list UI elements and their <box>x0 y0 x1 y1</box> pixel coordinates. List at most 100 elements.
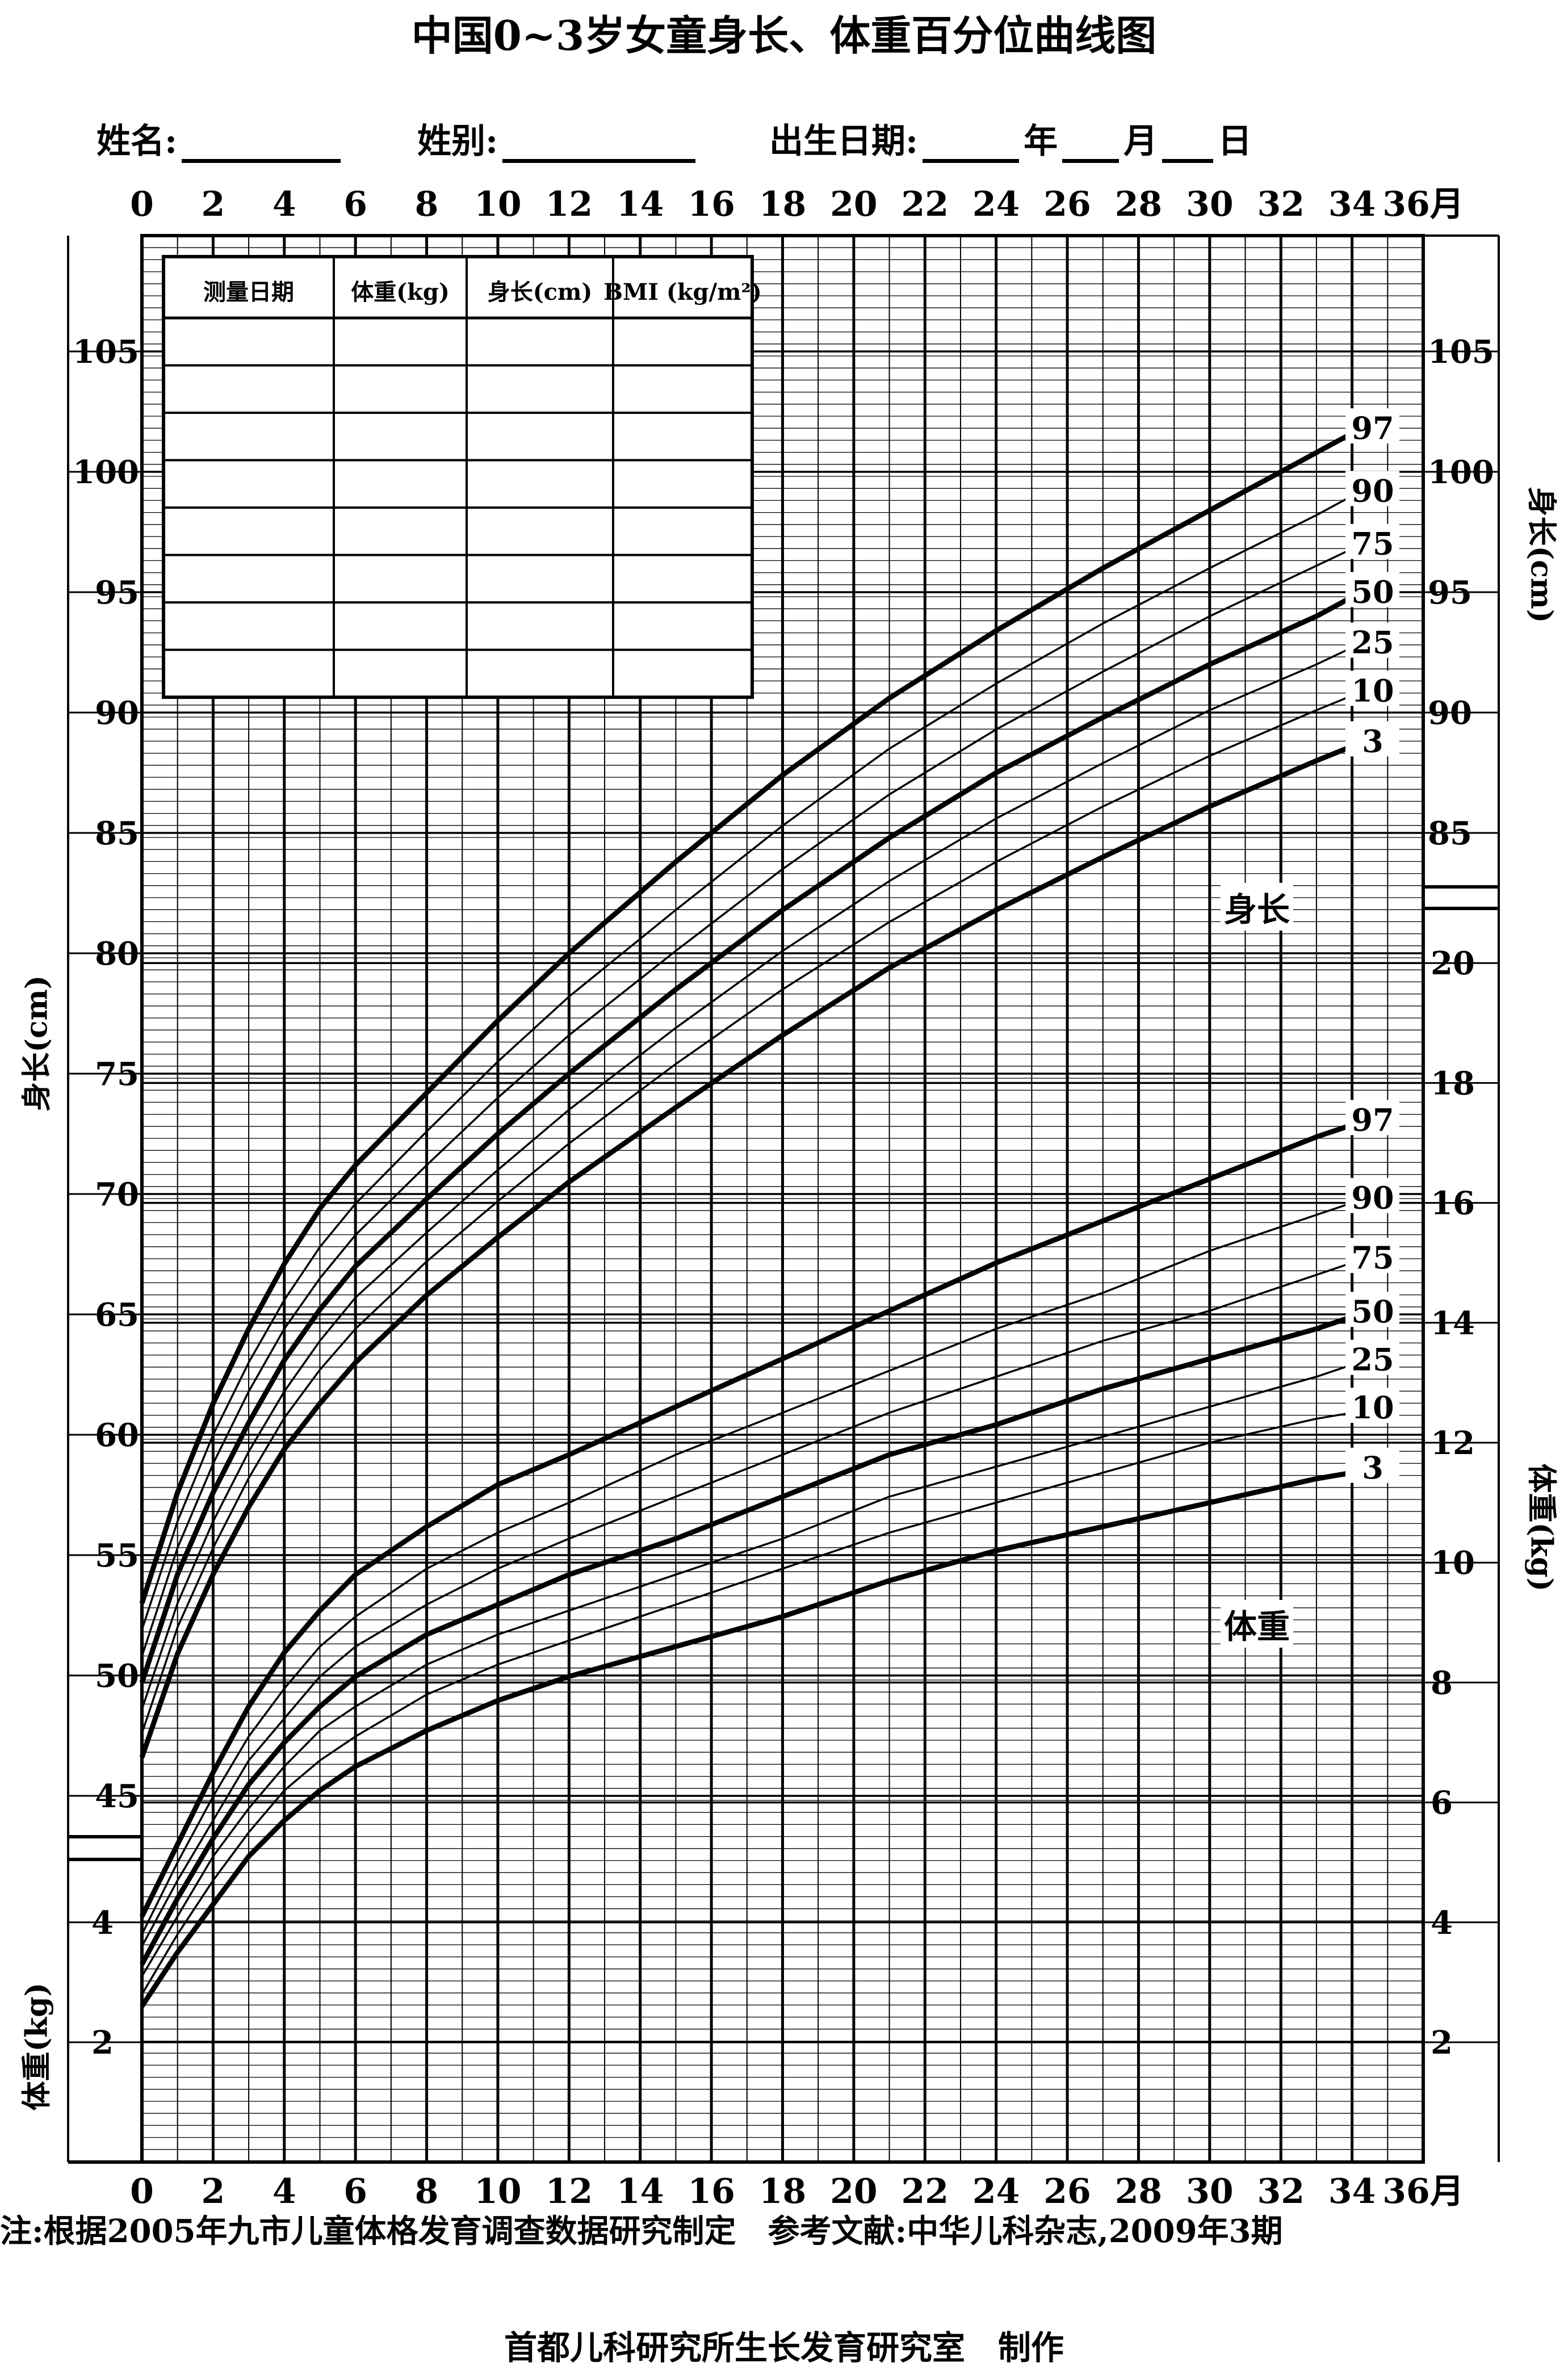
sex-label: 姓别: <box>417 122 498 161</box>
weight-percentile-label-90: 90 <box>1351 1180 1394 1216</box>
x-tick-label-top: 12 <box>546 185 593 224</box>
length-tick-label-left: 85 <box>95 815 139 852</box>
weight-axis-label-right: 体重(kg) <box>1524 1463 1559 1592</box>
record-table <box>162 255 754 699</box>
x-tick-label-top: 6 <box>343 185 367 224</box>
x-tick-label-top: 10 <box>474 185 522 224</box>
length-tick-label-left: 70 <box>95 1176 139 1213</box>
length-tick-label-left: 95 <box>95 574 139 611</box>
x-tick-label-bottom: 22 <box>902 2172 949 2211</box>
x-tick-label-top: 32 <box>1257 185 1305 224</box>
length-label-bg <box>1345 622 1399 658</box>
length-curve-p25 <box>141 646 1353 1710</box>
length-tick-label-right: 85 <box>1428 815 1472 852</box>
year-blank[interactable] <box>923 129 1020 163</box>
x-tick-label-bottom: 28 <box>1115 2172 1163 2211</box>
weight-percentile-label-50: 50 <box>1351 1293 1394 1330</box>
weight-tick-label-right: 2 <box>1431 2024 1453 2062</box>
length-label-bg <box>1345 671 1399 706</box>
x-tick-label-bottom: 26 <box>1043 2172 1091 2211</box>
length-percentile-label-50: 50 <box>1351 573 1394 610</box>
length-percentile-label-10: 10 <box>1351 672 1394 709</box>
length-tick-label-left: 100 <box>73 454 139 491</box>
length-curve-p75 <box>141 548 1353 1657</box>
length-curve-p3 <box>139 744 1353 1758</box>
length-curve-p10 <box>141 694 1353 1734</box>
x-tick-label-bottom: 30 <box>1186 2172 1234 2211</box>
day-label: 日 <box>1218 122 1252 161</box>
name-blank[interactable] <box>182 129 341 163</box>
maker-credit: 首都儿科研究所生长发育研究室 制作 <box>504 2328 1064 2367</box>
length-tick-label-left: 90 <box>95 694 139 732</box>
x-tick-label-bottom: 0 <box>130 2172 154 2211</box>
length-tick-label-right: 105 <box>1428 333 1494 371</box>
length-section-label: 身长 <box>1221 883 1294 931</box>
x-tick-label-top: 28 <box>1115 185 1163 224</box>
length-percentile-label-25: 25 <box>1351 625 1394 661</box>
length-percentile-label-3: 3 <box>1362 723 1383 759</box>
weight-curve-p90 <box>141 1201 1353 1935</box>
length-tick-label-right: 90 <box>1428 694 1472 732</box>
length-tick-label-left: 105 <box>73 333 139 371</box>
x-tick-label-top: 2 <box>202 185 225 224</box>
weight-tick-label-right: 4 <box>1431 1904 1453 1942</box>
length-tick-label-left: 65 <box>95 1296 139 1334</box>
birthdate-field[interactable]: 出生日期: 年 月 日 <box>769 114 1252 163</box>
weight-tick-label-right: 10 <box>1431 1544 1475 1582</box>
length-label-bg <box>1345 408 1399 444</box>
x-tick-label-top: 26 <box>1043 185 1091 224</box>
weight-tick-label-right: 8 <box>1431 1664 1453 1702</box>
weight-label-bg <box>1345 1100 1399 1136</box>
x-tick-label-top: 14 <box>617 185 664 224</box>
length-tick-label-left: 45 <box>95 1778 139 1815</box>
x-tick-label-bottom: 14 <box>617 2172 664 2211</box>
length-percentile-label-75: 75 <box>1351 526 1394 562</box>
length-percentile-label-90: 90 <box>1351 472 1394 509</box>
weight-tick-label-left: 4 <box>91 1904 114 1942</box>
length-tick-label-right: 95 <box>1428 574 1472 611</box>
x-tick-label-bottom: 12 <box>546 2172 593 2211</box>
weight-percentile-label-3: 3 <box>1362 1450 1383 1486</box>
sex-field[interactable]: 姓别: <box>417 114 700 163</box>
weight-label-bg <box>1345 1339 1399 1375</box>
x-tick-label-bottom: 6 <box>343 2172 367 2211</box>
weight-tick-label-right: 6 <box>1431 1784 1453 1822</box>
x-tick-label-top: 8 <box>415 185 439 224</box>
x-tick-label-bottom: 10 <box>474 2172 522 2211</box>
sex-blank[interactable] <box>502 129 696 163</box>
month-label: 月 <box>1123 122 1158 161</box>
length-label-bg <box>1345 523 1399 559</box>
day-blank[interactable] <box>1162 129 1214 163</box>
weight-tick-label-right: 14 <box>1431 1305 1475 1342</box>
x-tick-label-top: 18 <box>759 185 807 224</box>
month-blank[interactable] <box>1062 129 1120 163</box>
weight-label-bg <box>1345 1292 1399 1327</box>
length-tick-label-left: 60 <box>95 1417 139 1454</box>
weight-label-bg <box>1345 1178 1399 1213</box>
weight-tick-label-left: 2 <box>91 2024 114 2062</box>
weight-curve-p75 <box>141 1262 1353 1947</box>
name-field[interactable]: 姓名: <box>97 114 345 163</box>
weight-curve-p10 <box>141 1411 1352 1995</box>
weight-curve-p97 <box>139 1122 1353 1918</box>
length-tick-label-left: 80 <box>95 935 139 973</box>
x-tick-label-bottom: 18 <box>759 2172 807 2211</box>
length-curve-p90 <box>141 495 1353 1630</box>
length-label-bg <box>1345 572 1399 608</box>
name-label: 姓名: <box>97 122 178 161</box>
weight-section-label: 体重 <box>1221 1600 1294 1648</box>
weight-tick-label-right: 18 <box>1431 1065 1475 1102</box>
x-tick-label-top: 34 <box>1328 185 1376 224</box>
weight-label-bg <box>1345 1388 1399 1423</box>
x-tick-label-top: 36月 <box>1382 185 1464 224</box>
weight-percentile-label-75: 75 <box>1351 1239 1394 1276</box>
x-tick-label-bottom: 32 <box>1257 2172 1305 2211</box>
length-tick-label-left: 55 <box>95 1537 139 1574</box>
x-tick-label-top: 4 <box>272 185 296 224</box>
x-tick-label-top: 22 <box>902 185 949 224</box>
x-tick-label-bottom: 2 <box>202 2172 225 2211</box>
weight-label-bg <box>1345 1447 1399 1483</box>
record-table-header: 体重(kg) <box>351 279 450 305</box>
weight-curve-p3 <box>140 1470 1353 2008</box>
